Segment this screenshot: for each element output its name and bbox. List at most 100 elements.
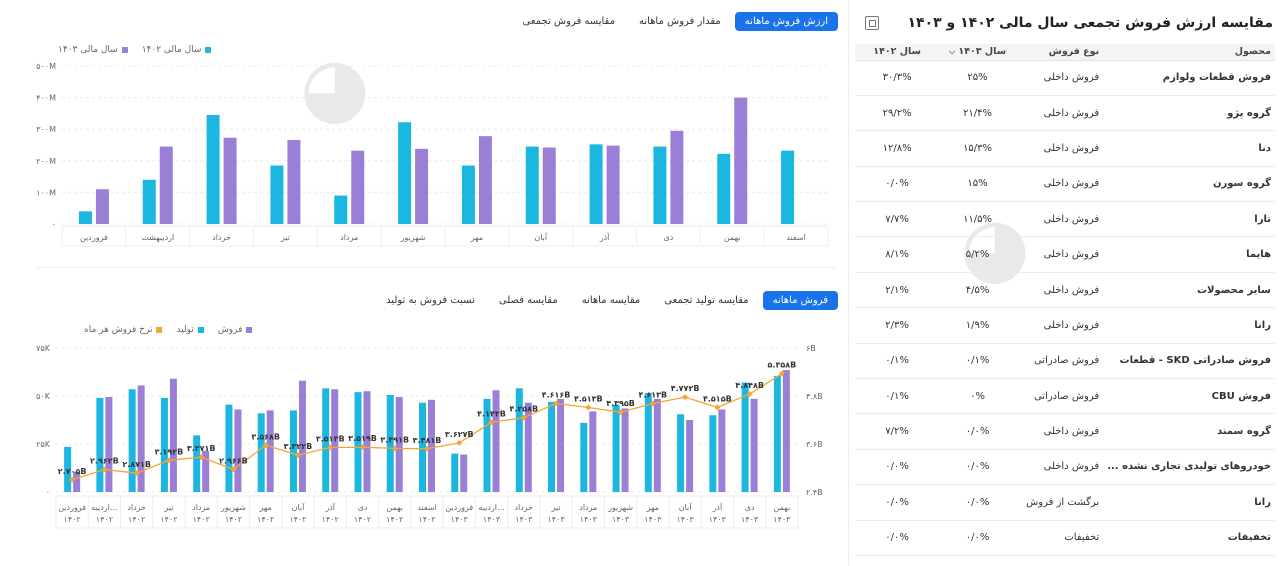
product-cell: سایر محصولات (1107, 272, 1275, 309)
production-bar (419, 402, 426, 492)
rate-data-label: ۳.۳۲۲B (284, 442, 313, 451)
x-tick-label: شهریور (400, 233, 426, 242)
legend-item-1403[interactable]: سال مالی ۱۴۰۳ (58, 45, 128, 55)
product-cell: گروه سورن (1107, 166, 1275, 203)
tab-monthly-sales-quantity[interactable]: مقدار فروش ماهانه (638, 16, 721, 27)
sales-bar (363, 391, 371, 492)
table-row[interactable]: فروش CBU فروش صادراتی ۰% ۰/۱% (855, 378, 1275, 415)
table-row[interactable]: خودروهای تولیدی تجاری نشده ... فروش داخلی… (855, 449, 1275, 486)
bar-1402 (206, 114, 220, 224)
legend-swatch-orange (156, 327, 163, 333)
y-tick-label: ۳۰۰M (36, 125, 56, 134)
rate-data-label: ۵.۳۵۸B (768, 361, 797, 370)
product-cell: گروه پژو (1107, 95, 1275, 132)
share-1403-cell: ۴/۵% (939, 272, 1016, 309)
x-axis-band (55, 495, 799, 529)
table-header-row: محصول نوع فروش سال ۱۴۰۳ ⌵ سال ۱۴۰۲ (855, 44, 1275, 61)
tab-monthly-sales[interactable]: فروش ماهانه (762, 291, 838, 310)
sale-type-cell: فروش داخلی (1015, 201, 1108, 238)
rate-point (714, 404, 721, 411)
bar-1403 (542, 147, 556, 224)
sales-bar (169, 378, 177, 492)
production-bar (612, 404, 620, 492)
rate-data-label: ۴.۶۱۶B (542, 390, 571, 399)
sales-bar (589, 411, 597, 492)
product-cell: گروه سمند (1107, 413, 1275, 450)
table-row[interactable]: گروه پژو فروش داخلی ۲۱/۴% ۲۹/۲% (855, 95, 1275, 132)
col-1403-label: سال ۱۴۰۳ (958, 46, 1007, 58)
rate-point (101, 466, 108, 473)
col-1402[interactable]: سال ۱۴۰۲ (855, 44, 940, 61)
x-tick-month: خرداد (514, 503, 533, 512)
legend-label-1402: سال مالی ۱۴۰۲ (141, 45, 202, 55)
production-bar (354, 392, 362, 492)
x-tick-year: ۱۴۰۳ (580, 515, 598, 524)
x-tick-label: مرداد (340, 233, 358, 242)
table-row[interactable]: تخفیفات تخفیفات ۰/۰% ۰/۰% (855, 520, 1275, 556)
production-bar (225, 404, 233, 492)
share-1402-cell: ۲/۳% (855, 307, 940, 344)
bar-1403 (95, 189, 109, 224)
table-row[interactable]: گروه سورن فروش داخلی ۱۵% ۰/۰% (855, 166, 1275, 203)
x-tick-year: ۱۴۰۲ (64, 515, 81, 524)
rate-point (553, 400, 560, 407)
legend-item-production[interactable]: تولید (176, 325, 204, 335)
x-tick-year: ۱۴۰۲ (128, 515, 145, 524)
bar-1403 (606, 145, 620, 224)
sales-bar (750, 398, 758, 492)
legend-item-1402[interactable]: سال مالی ۱۴۰۲ (142, 45, 212, 55)
table-row[interactable]: تارا فروش داخلی ۱۱/۵% ۷/۷% (855, 201, 1275, 238)
panel-header: مقایسه ارزش فروش تجمعی سال مالی ۱۴۰۲ و ۱… (857, 12, 1273, 34)
col-product[interactable]: محصول (1107, 44, 1275, 61)
x-tick-label: تیر (280, 233, 290, 242)
col-1403[interactable]: سال ۱۴۰۳ ⌵ (939, 44, 1016, 61)
table-row[interactable]: سایر محصولات فروش داخلی ۴/۵% ۲/۱% (855, 272, 1275, 309)
table-row[interactable]: رانا فروش داخلی ۱/۹% ۲/۳% (855, 307, 1275, 344)
sales-bar (395, 396, 403, 492)
production-bar (483, 398, 491, 492)
sort-desc-icon[interactable]: ⌵ (949, 47, 956, 57)
export-icon[interactable] (865, 16, 879, 30)
share-1403-cell: ۰/۰% (939, 449, 1016, 486)
table-row[interactable]: فروش صادراتی SKD - قطعات فروش صادراتی ۰/۱%… (855, 343, 1275, 380)
production-bar (289, 410, 297, 492)
tab-sales-production-ratio[interactable]: نسبت فروش به تولید (386, 295, 475, 306)
legend-item-rate[interactable]: نرخ فروش هر ماه (84, 325, 163, 335)
product-cell: هایما (1107, 236, 1275, 273)
rate-point (198, 454, 205, 461)
table-row[interactable]: فروش قطعات ولوازم فروش داخلی ۲۵% ۳۰/۳% (855, 60, 1275, 96)
rate-data-label: ۴.۶۱۳B (638, 390, 667, 399)
table-row[interactable]: هایما فروش داخلی ۵/۲% ۸/۱% (855, 236, 1275, 273)
x-tick-month: مرداد (192, 503, 210, 512)
share-1403-cell: ۰/۰% (939, 520, 1016, 556)
x-tick-year: ۱۴۰۳ (709, 515, 727, 524)
top-tabs: ارزش فروش ماهانه مقدار فروش ماهانه مقایس… (513, 12, 838, 31)
tab-seasonal-compare[interactable]: مقایسه فصلی (498, 295, 558, 306)
share-table: محصول نوع فروش سال ۱۴۰۳ ⌵ سال ۱۴۰۲ فروش … (855, 44, 1275, 556)
legend-item-sales[interactable]: فروش (218, 325, 253, 335)
col-sale-type[interactable]: نوع فروش (1015, 44, 1108, 61)
tab-monthly-compare[interactable]: مقایسه ماهانه (581, 295, 641, 306)
table-row[interactable]: دنا فروش داخلی ۱۵/۳% ۱۲/۸% (855, 130, 1275, 167)
y-tick-label: ۲۰۰M (36, 157, 56, 166)
sales-bar (492, 390, 500, 492)
rate-data-label: ۳.۴۹۱B (380, 435, 409, 444)
tab-cumulative-sales-compare[interactable]: مقایسه فروش تجمعی (522, 16, 615, 27)
share-1403-cell: ۱۱/۵% (939, 201, 1016, 238)
sales-bar (202, 450, 210, 492)
table-row[interactable]: گروه سمند فروش داخلی ۰/۰% ۷/۲% (855, 413, 1275, 450)
table-row[interactable]: رانا برگشت از فروش ۰/۰% ۰/۰% (855, 484, 1275, 521)
x-tick-month: شهریور (220, 503, 246, 512)
bar-1403 (478, 136, 492, 224)
tab-monthly-sales-value[interactable]: ارزش فروش ماهانه (734, 12, 838, 31)
production-bar (741, 382, 749, 492)
y-right-tick-label: ۶B (806, 344, 816, 353)
top-legend: سال مالی ۱۴۰۲ سال مالی ۱۴۰۳ (58, 45, 212, 55)
bar-1402 (334, 195, 348, 224)
production-bar (773, 375, 781, 492)
tab-cumulative-production[interactable]: مقایسه تولید تجمعی (664, 295, 749, 306)
rate-data-label: ۴.۳۹۵B (606, 399, 635, 408)
sales-bar (524, 402, 532, 492)
y-right-tick-label: ۴.۸B (806, 392, 823, 401)
x-tick-label: دی (664, 233, 674, 242)
